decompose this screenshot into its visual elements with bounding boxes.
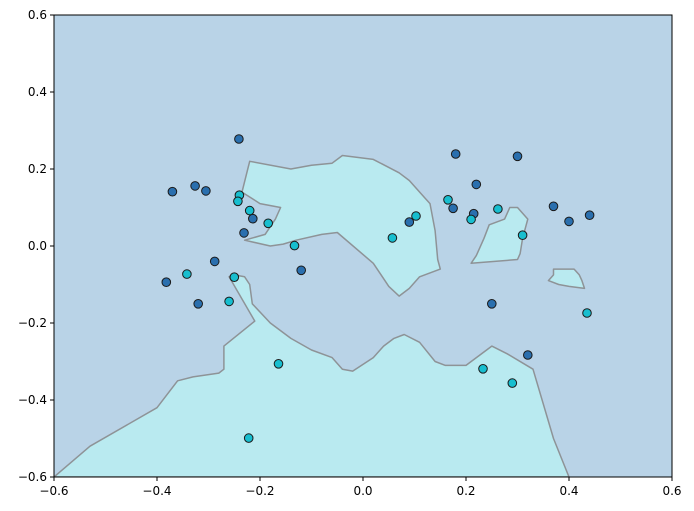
data-point-light bbox=[493, 204, 503, 214]
data-point-light bbox=[507, 378, 518, 388]
y-tick-label: 0.4 bbox=[28, 85, 47, 99]
x-tick-label: 0.0 bbox=[353, 484, 372, 498]
data-point-dark bbox=[448, 203, 458, 214]
data-point-light bbox=[411, 211, 421, 221]
data-point-light bbox=[182, 269, 192, 279]
data-point-dark bbox=[190, 181, 200, 191]
data-point-dark bbox=[523, 350, 533, 360]
y-tick-label: −0.2 bbox=[18, 316, 47, 330]
data-point-light bbox=[243, 433, 254, 443]
data-point-dark bbox=[487, 299, 497, 309]
x-tick-label: −0.6 bbox=[39, 484, 68, 498]
data-point-dark bbox=[512, 151, 523, 162]
data-point-light bbox=[229, 272, 240, 283]
data-point-light bbox=[244, 205, 255, 216]
y-tick-label: −0.4 bbox=[18, 393, 47, 407]
x-tick-label: −0.2 bbox=[245, 484, 274, 498]
decision-region-1 bbox=[54, 274, 570, 477]
data-point-light bbox=[443, 195, 453, 205]
data-point-light bbox=[224, 296, 234, 307]
y-tick-label: −0.6 bbox=[18, 470, 47, 484]
data-point-dark bbox=[450, 149, 461, 159]
data-point-dark bbox=[239, 228, 249, 238]
data-point-light bbox=[387, 233, 398, 243]
data-point-dark bbox=[564, 216, 574, 227]
data-point-dark bbox=[201, 186, 211, 196]
data-point-light bbox=[233, 196, 243, 207]
decision-region-3 bbox=[470, 206, 529, 265]
y-tick-label: 0.0 bbox=[28, 239, 47, 253]
data-point-light bbox=[478, 364, 488, 374]
data-point-dark bbox=[404, 217, 415, 227]
y-tick-label: 0.6 bbox=[28, 8, 47, 22]
x-tick-label: −0.4 bbox=[142, 484, 171, 498]
data-point-light bbox=[582, 308, 592, 318]
data-point-dark bbox=[548, 201, 559, 212]
x-tick-label: 0.6 bbox=[662, 484, 681, 498]
data-point-light bbox=[263, 218, 274, 229]
y-axis-ticks: −0.6 −0.4 −0.2 0.0 0.2 0.4 0.6 bbox=[18, 8, 54, 484]
decision-regions bbox=[54, 154, 586, 477]
data-point-dark bbox=[248, 213, 258, 224]
decision-region-2 bbox=[241, 154, 442, 297]
y-tick-label: 0.2 bbox=[28, 162, 47, 176]
x-tick-label: 0.4 bbox=[559, 484, 578, 498]
decision-region-4 bbox=[547, 268, 586, 290]
data-point-dark bbox=[296, 265, 307, 276]
x-axis-ticks: −0.6 −0.4 −0.2 0.0 0.2 0.4 0.6 bbox=[39, 477, 682, 498]
x-tick-label: 0.2 bbox=[456, 484, 475, 498]
data-point-dark bbox=[584, 210, 595, 220]
data-point-dark bbox=[193, 299, 203, 309]
data-point-light bbox=[289, 240, 300, 251]
data-point-dark bbox=[234, 134, 244, 144]
data-point-dark bbox=[471, 179, 482, 190]
data-point-dark bbox=[167, 186, 178, 197]
data-point-light bbox=[273, 359, 284, 369]
data-point-dark bbox=[161, 277, 172, 288]
data-point-dark bbox=[209, 256, 220, 267]
data-points bbox=[161, 134, 595, 443]
data-point-light bbox=[517, 230, 528, 240]
data-point-light bbox=[466, 214, 476, 225]
